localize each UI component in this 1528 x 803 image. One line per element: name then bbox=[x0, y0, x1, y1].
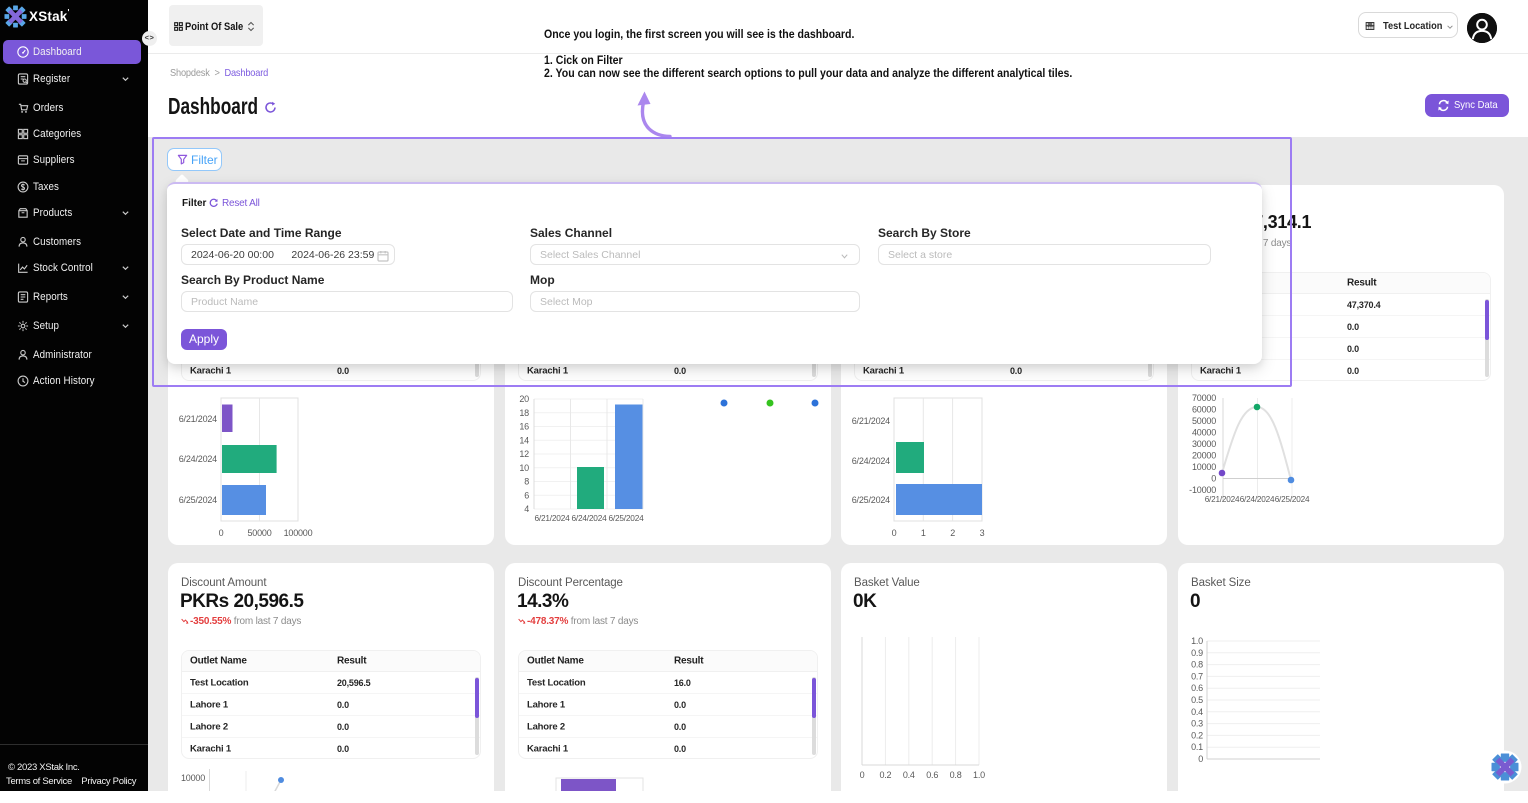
svg-text:10: 10 bbox=[519, 463, 529, 473]
svg-text:6/24/2024: 6/24/2024 bbox=[179, 454, 217, 464]
svg-text:0.6: 0.6 bbox=[1191, 683, 1203, 693]
svg-text:4: 4 bbox=[524, 504, 529, 514]
svg-text:6/24/2024: 6/24/2024 bbox=[571, 513, 607, 523]
svg-text:0.8: 0.8 bbox=[950, 770, 962, 780]
svg-text:1.0: 1.0 bbox=[973, 770, 985, 780]
svg-text:0.4: 0.4 bbox=[1191, 707, 1203, 717]
svg-text:0: 0 bbox=[1198, 754, 1203, 764]
svg-text:6/25/2024: 6/25/2024 bbox=[1275, 495, 1310, 504]
svg-text:0.9: 0.9 bbox=[1191, 648, 1203, 658]
svg-text:0.8: 0.8 bbox=[1191, 660, 1203, 670]
svg-text:6/24/2024: 6/24/2024 bbox=[852, 456, 890, 466]
svg-text:18: 18 bbox=[519, 408, 529, 418]
svg-text:0.5: 0.5 bbox=[1191, 695, 1203, 705]
svg-text:20: 20 bbox=[519, 394, 529, 404]
svg-text:0: 0 bbox=[219, 528, 224, 538]
svg-text:6/24/2024: 6/24/2024 bbox=[1240, 495, 1275, 504]
svg-text:50000: 50000 bbox=[1192, 416, 1216, 426]
svg-text:6/21/2024: 6/21/2024 bbox=[179, 414, 217, 424]
svg-text:1.0: 1.0 bbox=[1191, 636, 1203, 646]
svg-text:0.1: 0.1 bbox=[1191, 742, 1203, 752]
svg-text:0.2: 0.2 bbox=[1191, 730, 1203, 740]
svg-text:0: 0 bbox=[892, 528, 897, 538]
svg-text:6/25/2024: 6/25/2024 bbox=[179, 495, 217, 505]
svg-text:8: 8 bbox=[524, 477, 529, 487]
svg-text:14: 14 bbox=[519, 435, 529, 445]
svg-text:0.7: 0.7 bbox=[1191, 671, 1203, 681]
svg-text:0.3: 0.3 bbox=[1191, 719, 1203, 729]
svg-text:6/25/2024: 6/25/2024 bbox=[852, 495, 890, 505]
svg-text:0: 0 bbox=[1211, 474, 1216, 484]
svg-text:16: 16 bbox=[519, 422, 529, 432]
svg-text:6/21/2024: 6/21/2024 bbox=[534, 513, 570, 523]
svg-text:6: 6 bbox=[524, 490, 529, 500]
svg-text:6/21/2024: 6/21/2024 bbox=[1205, 495, 1240, 504]
svg-text:-10000: -10000 bbox=[1189, 485, 1216, 495]
svg-text:6/25/2024: 6/25/2024 bbox=[608, 513, 644, 523]
svg-text:20000: 20000 bbox=[1192, 451, 1216, 461]
svg-text:10000: 10000 bbox=[1192, 462, 1216, 472]
svg-text:0.4: 0.4 bbox=[903, 770, 915, 780]
svg-text:2: 2 bbox=[950, 528, 955, 538]
svg-text:70000: 70000 bbox=[1192, 393, 1216, 403]
svg-text:12: 12 bbox=[519, 449, 529, 459]
svg-text:60000: 60000 bbox=[1192, 405, 1216, 415]
svg-text:0: 0 bbox=[860, 770, 865, 780]
svg-text:3: 3 bbox=[980, 528, 985, 538]
svg-text:100000: 100000 bbox=[284, 528, 313, 538]
svg-text:10000: 10000 bbox=[181, 773, 205, 783]
svg-text:6/21/2024: 6/21/2024 bbox=[852, 416, 890, 426]
svg-text:30000: 30000 bbox=[1192, 439, 1216, 449]
svg-text:40000: 40000 bbox=[1192, 428, 1216, 438]
svg-text:50000: 50000 bbox=[247, 528, 271, 538]
svg-text:1: 1 bbox=[921, 528, 926, 538]
svg-text:0.6: 0.6 bbox=[926, 770, 938, 780]
svg-text:0.2: 0.2 bbox=[879, 770, 891, 780]
